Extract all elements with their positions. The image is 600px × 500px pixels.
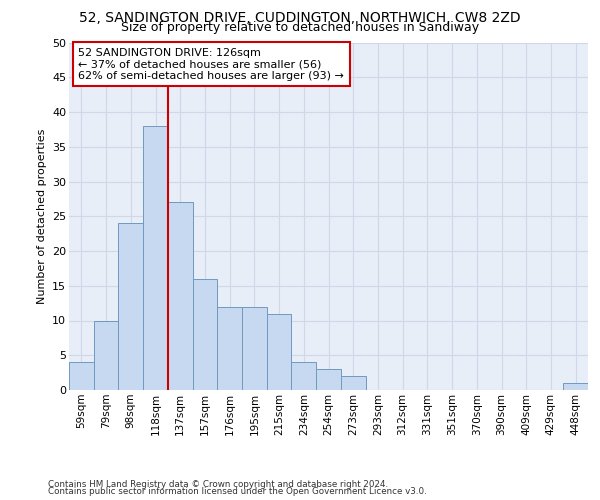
Text: Contains public sector information licensed under the Open Government Licence v3: Contains public sector information licen… <box>48 487 427 496</box>
Bar <box>168 202 193 390</box>
Text: 52 SANDINGTON DRIVE: 126sqm
← 37% of detached houses are smaller (56)
62% of sem: 52 SANDINGTON DRIVE: 126sqm ← 37% of det… <box>79 48 344 81</box>
Bar <box>242 306 267 390</box>
Bar <box>292 362 316 390</box>
Bar <box>94 320 118 390</box>
Bar <box>143 126 168 390</box>
Bar <box>69 362 94 390</box>
Bar <box>316 369 341 390</box>
Text: Contains HM Land Registry data © Crown copyright and database right 2024.: Contains HM Land Registry data © Crown c… <box>48 480 388 489</box>
Bar <box>217 306 242 390</box>
Text: Size of property relative to detached houses in Sandiway: Size of property relative to detached ho… <box>121 22 479 35</box>
Bar <box>267 314 292 390</box>
Text: 52, SANDINGTON DRIVE, CUDDINGTON, NORTHWICH, CW8 2ZD: 52, SANDINGTON DRIVE, CUDDINGTON, NORTHW… <box>79 12 521 26</box>
Bar <box>341 376 365 390</box>
Bar <box>118 223 143 390</box>
Y-axis label: Number of detached properties: Number of detached properties <box>37 128 47 304</box>
Bar <box>193 279 217 390</box>
Bar <box>563 383 588 390</box>
